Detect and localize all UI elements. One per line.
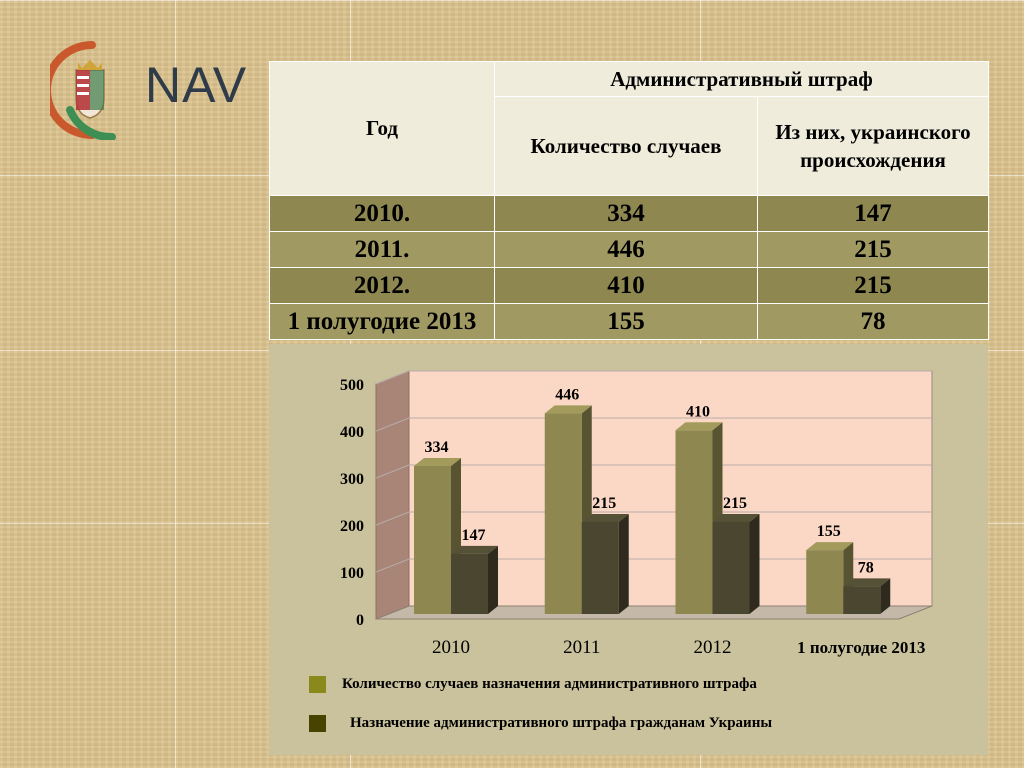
bar (414, 466, 451, 614)
bar-top (544, 405, 592, 414)
table-row: 1 полугодие 2013 155 78 (269, 303, 989, 340)
cell-ukrainian: 78 (757, 303, 989, 340)
bar (675, 430, 713, 614)
chart-panel: 0 100 200 300 400 500 334 147 2010 446 215 2011 410 2… (269, 344, 988, 755)
cell-count: 410 (494, 267, 758, 304)
data-label: 215 (592, 495, 616, 512)
bar-top (712, 513, 760, 522)
legend-item: Назначение административного штрафа граж… (309, 713, 772, 733)
gridline (375, 511, 932, 526)
bar-top (451, 545, 498, 554)
data-label: 147 (462, 527, 486, 544)
legend-swatch-cases (309, 675, 326, 693)
y-tick-label: 0 (356, 612, 364, 629)
table-row: 2011. 446 215 (269, 231, 989, 268)
cell-ukrainian: 215 (757, 231, 989, 268)
data-label: 78 (858, 559, 874, 576)
y-tick-label: 300 (340, 471, 364, 488)
bar (581, 521, 619, 614)
fine-statistics-table: Год Административный штраф Количество сл… (269, 61, 989, 340)
cell-year: 1 полугодие 2013 (269, 303, 495, 340)
gridline (375, 370, 932, 385)
data-label: 446 (555, 386, 579, 403)
bar-top (581, 513, 629, 522)
y-tick-label: 100 (340, 565, 364, 582)
header-ukrainian-origin-text: Из них, украинского происхождения (775, 120, 971, 172)
header-case-count: Количество случаев (494, 96, 758, 196)
bar (712, 521, 750, 614)
plot-side-wall (375, 370, 410, 620)
table-row: 2012. 410 215 (269, 267, 989, 304)
header-administrative-fine: Административный штраф (494, 61, 989, 97)
cell-count: 155 (494, 303, 758, 340)
bar (806, 550, 844, 614)
y-tick-label: 400 (340, 424, 364, 441)
nav-logo: NAV (43, 40, 265, 141)
x-tick-label: 2011 (563, 637, 600, 658)
data-label: 215 (723, 495, 747, 512)
cell-year: 2010. (269, 195, 495, 232)
legend-swatch-ukraine (309, 714, 326, 732)
x-tick-label: 2010 (432, 637, 470, 658)
header-year: Год (269, 61, 495, 196)
cell-count: 446 (494, 231, 758, 268)
data-label: 155 (817, 523, 841, 540)
x-tick-label: 1 полугодие 2013 (797, 638, 925, 657)
bar-side (488, 545, 498, 614)
bar-top (414, 458, 461, 467)
logo-text: NAV (145, 57, 248, 113)
bar-side (618, 513, 629, 614)
bar-chart: 0 100 200 300 400 500 334 147 2010 446 215 2011 410 2… (340, 370, 933, 658)
gridline (375, 417, 932, 432)
bar (843, 586, 881, 614)
tile-seam (0, 0, 1024, 1)
legend-label-ukraine: Назначение административного штрафа граж… (350, 714, 773, 731)
plot-floor (375, 605, 933, 620)
bar-top (806, 542, 854, 551)
header-ukrainian-origin: Из них, украинского происхождения (757, 96, 989, 196)
cell-ukrainian: 147 (757, 195, 989, 232)
table-row: 2010. 334 147 (269, 195, 989, 232)
cell-year: 2012. (269, 267, 495, 304)
legend-label-cases: Количество случаев назначения администра… (342, 675, 757, 692)
bar (451, 553, 488, 614)
bar-side (749, 513, 760, 614)
y-tick-label: 500 (340, 377, 364, 394)
tile-seam (175, 0, 176, 768)
data-label: 334 (425, 439, 449, 456)
bar-top (843, 578, 891, 587)
bar-side (880, 578, 891, 614)
gridline (375, 464, 932, 479)
bar-top (675, 422, 723, 431)
x-tick-label: 2012 (694, 637, 732, 658)
hungarian-coat-of-arms-icon (43, 41, 116, 141)
bar (544, 413, 582, 614)
y-tick-label: 200 (340, 518, 364, 535)
cell-year: 2011. (269, 231, 495, 268)
cell-ukrainian: 215 (757, 267, 989, 304)
cell-count: 334 (494, 195, 758, 232)
data-label: 410 (686, 403, 710, 420)
legend-item: Количество случаев назначения администра… (309, 674, 757, 694)
